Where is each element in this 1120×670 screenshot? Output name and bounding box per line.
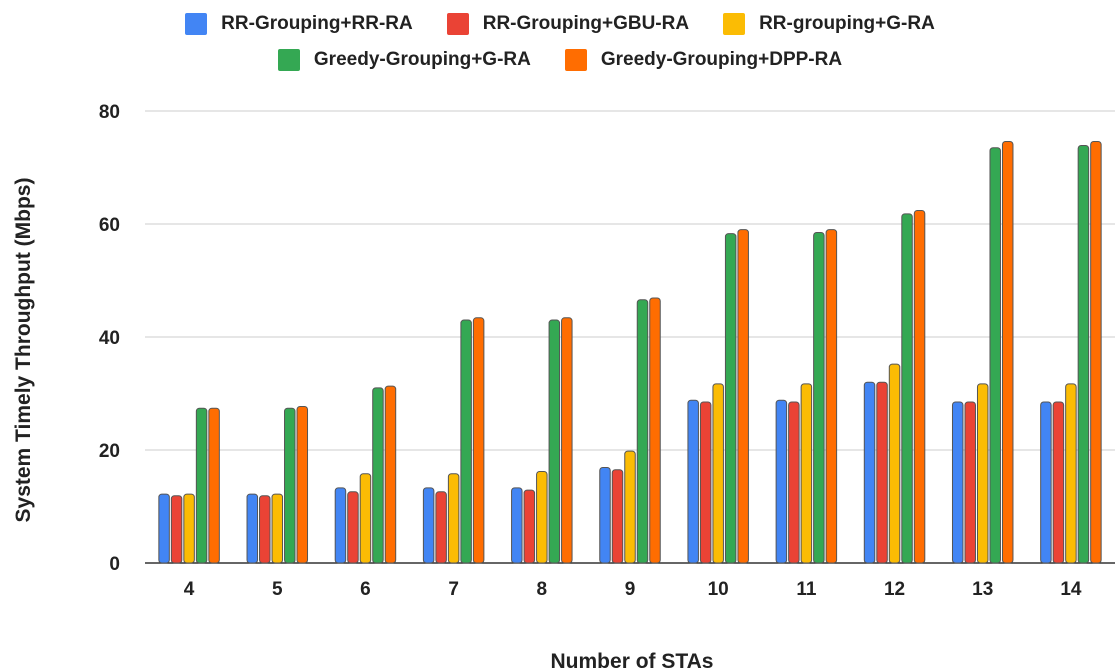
bar (460, 319, 472, 564)
legend-row-2: Greedy-Grouping+G-RA Greedy-Grouping+DPP… (0, 42, 1120, 78)
bar (624, 450, 636, 564)
x-tick-labels: 4 5 6 7 8 9 10 11 12 13 14 (184, 579, 1082, 600)
x-axis-label: Number of STAs (551, 650, 714, 670)
legend-item-rr-rr: RR-Grouping+RR-RA (185, 13, 413, 35)
legend-swatch (185, 13, 208, 35)
legend-swatch (723, 13, 746, 35)
bar (724, 233, 737, 564)
legend-item-greedy-g: Greedy-Grouping+G-RA (277, 49, 531, 71)
bar (599, 467, 611, 564)
bar (964, 401, 976, 564)
bar (183, 493, 195, 564)
x-tick-label: 13 (972, 579, 993, 600)
bar (863, 381, 876, 564)
legend-label: Greedy-Grouping+DPP-RA (600, 49, 843, 70)
legend-label: RR-Grouping+GBU-RA (482, 13, 690, 34)
bar (1065, 383, 1077, 564)
x-tick-label: 9 (625, 579, 636, 600)
legend-row-1: RR-Grouping+RR-RA RR-Grouping+GBU-RA RR-… (0, 6, 1120, 42)
bar (1077, 144, 1090, 564)
bar (158, 493, 170, 564)
bar (636, 299, 649, 564)
legend-item-rr-g: RR-grouping+G-RA (723, 13, 935, 35)
bar (384, 385, 397, 564)
bar (347, 491, 359, 564)
bar (511, 487, 523, 564)
bar (561, 317, 573, 564)
bar (825, 229, 838, 564)
bar (246, 493, 259, 564)
bar (1090, 141, 1102, 564)
x-tick-label: 5 (272, 579, 283, 600)
bar (800, 383, 813, 564)
y-tick-labels: 0 20 40 60 80 (99, 102, 120, 575)
bar (788, 401, 800, 564)
bar (435, 491, 447, 564)
y-axis-label: System Timely Throughput (Mbps) (12, 178, 35, 523)
bar (334, 487, 347, 564)
bar (271, 493, 284, 564)
bar (208, 407, 220, 564)
x-tick-label: 14 (1060, 579, 1082, 600)
bar (687, 399, 699, 564)
bar (296, 405, 309, 564)
bar (649, 297, 661, 564)
bar (989, 147, 1001, 564)
legend-label: RR-grouping+G-RA (759, 13, 935, 34)
bar (1001, 141, 1014, 564)
bar (472, 317, 485, 564)
bar (523, 489, 536, 564)
bar (1052, 401, 1065, 564)
x-tick-label: 12 (884, 579, 905, 600)
x-tick-label: 6 (360, 579, 371, 600)
bar (699, 401, 712, 564)
bar (536, 470, 548, 564)
legend-item-greedy-dpp: Greedy-Grouping+DPP-RA (564, 49, 843, 71)
bar (901, 213, 913, 564)
bar (1040, 401, 1052, 564)
bar (548, 319, 561, 564)
legend: RR-Grouping+RR-RA RR-Grouping+GBU-RA RR-… (0, 6, 1120, 78)
y-tick-label: 60 (99, 215, 120, 236)
bar (775, 399, 788, 564)
y-tick-label: 40 (99, 328, 120, 349)
x-tick-label: 8 (537, 579, 548, 600)
bar (372, 387, 384, 564)
y-tick-label: 0 (109, 554, 120, 575)
x-tick-label: 10 (708, 579, 729, 600)
bar (284, 407, 296, 564)
bar (170, 495, 183, 564)
bar (737, 229, 749, 564)
bar (813, 231, 825, 564)
legend-item-rr-gbu: RR-Grouping+GBU-RA (446, 13, 690, 35)
bar (447, 473, 460, 564)
legend-swatch (446, 13, 469, 35)
bar (195, 407, 208, 564)
bar (259, 495, 271, 564)
bar (976, 383, 989, 564)
bar (888, 363, 901, 564)
legend-label: Greedy-Grouping+G-RA (313, 49, 531, 70)
x-tick-label: 11 (796, 579, 817, 600)
y-tick-label: 80 (99, 102, 120, 123)
x-tick-label: 7 (448, 579, 459, 600)
bar (611, 469, 624, 564)
x-tick-label: 4 (184, 579, 195, 600)
bar (712, 383, 724, 564)
bar (876, 381, 888, 564)
legend-label: RR-Grouping+RR-RA (221, 13, 413, 34)
bar (359, 473, 372, 564)
legend-swatch (564, 49, 587, 71)
legend-swatch (277, 49, 300, 71)
y-tick-label: 20 (99, 441, 120, 462)
bar (951, 401, 964, 564)
bar (422, 487, 435, 564)
bar (913, 209, 926, 564)
bars (158, 141, 1102, 564)
